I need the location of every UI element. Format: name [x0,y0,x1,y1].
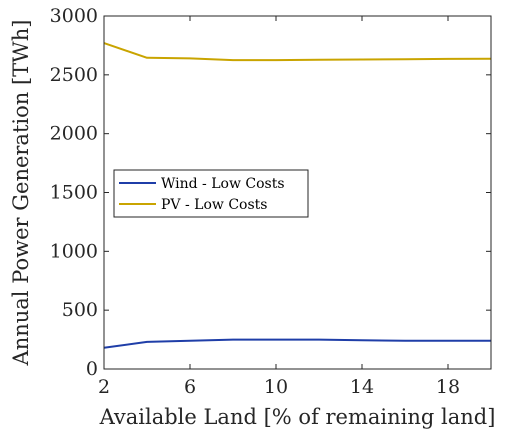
x-tick-label: 2 [98,376,110,398]
plot-frame [103,15,492,370]
legend-label-pv: PV - Low Costs [161,197,267,213]
y-tick-label: 2500 [50,64,98,86]
x-tick-label: 14 [350,376,374,398]
legend-box [113,169,309,218]
x-tick-label: 6 [184,376,196,398]
y-tick-label: 3000 [50,5,98,27]
y-tick-label: 1500 [50,182,98,204]
y-axis-label: Annual Power Generation [TWh] [9,20,33,367]
series-line-wind [103,338,491,349]
x-axis-ticks: 2 6 10 14 18 [98,16,460,398]
y-tick-label: 0 [86,358,98,380]
legend-label-wind: Wind - Low Costs [161,176,285,192]
series-line-pv [103,42,492,62]
y-tick-label: 1000 [50,240,98,262]
y-tick-label: 2000 [50,123,98,145]
x-axis-label: Available Land [% of remaining land] [99,405,496,429]
series-layer [103,42,492,349]
legend: Wind - Low Costs PV - Low Costs [113,169,309,218]
x-tick-label: 18 [436,376,460,398]
y-tick-label: 500 [62,299,98,321]
x-tick-label: 10 [264,376,288,398]
